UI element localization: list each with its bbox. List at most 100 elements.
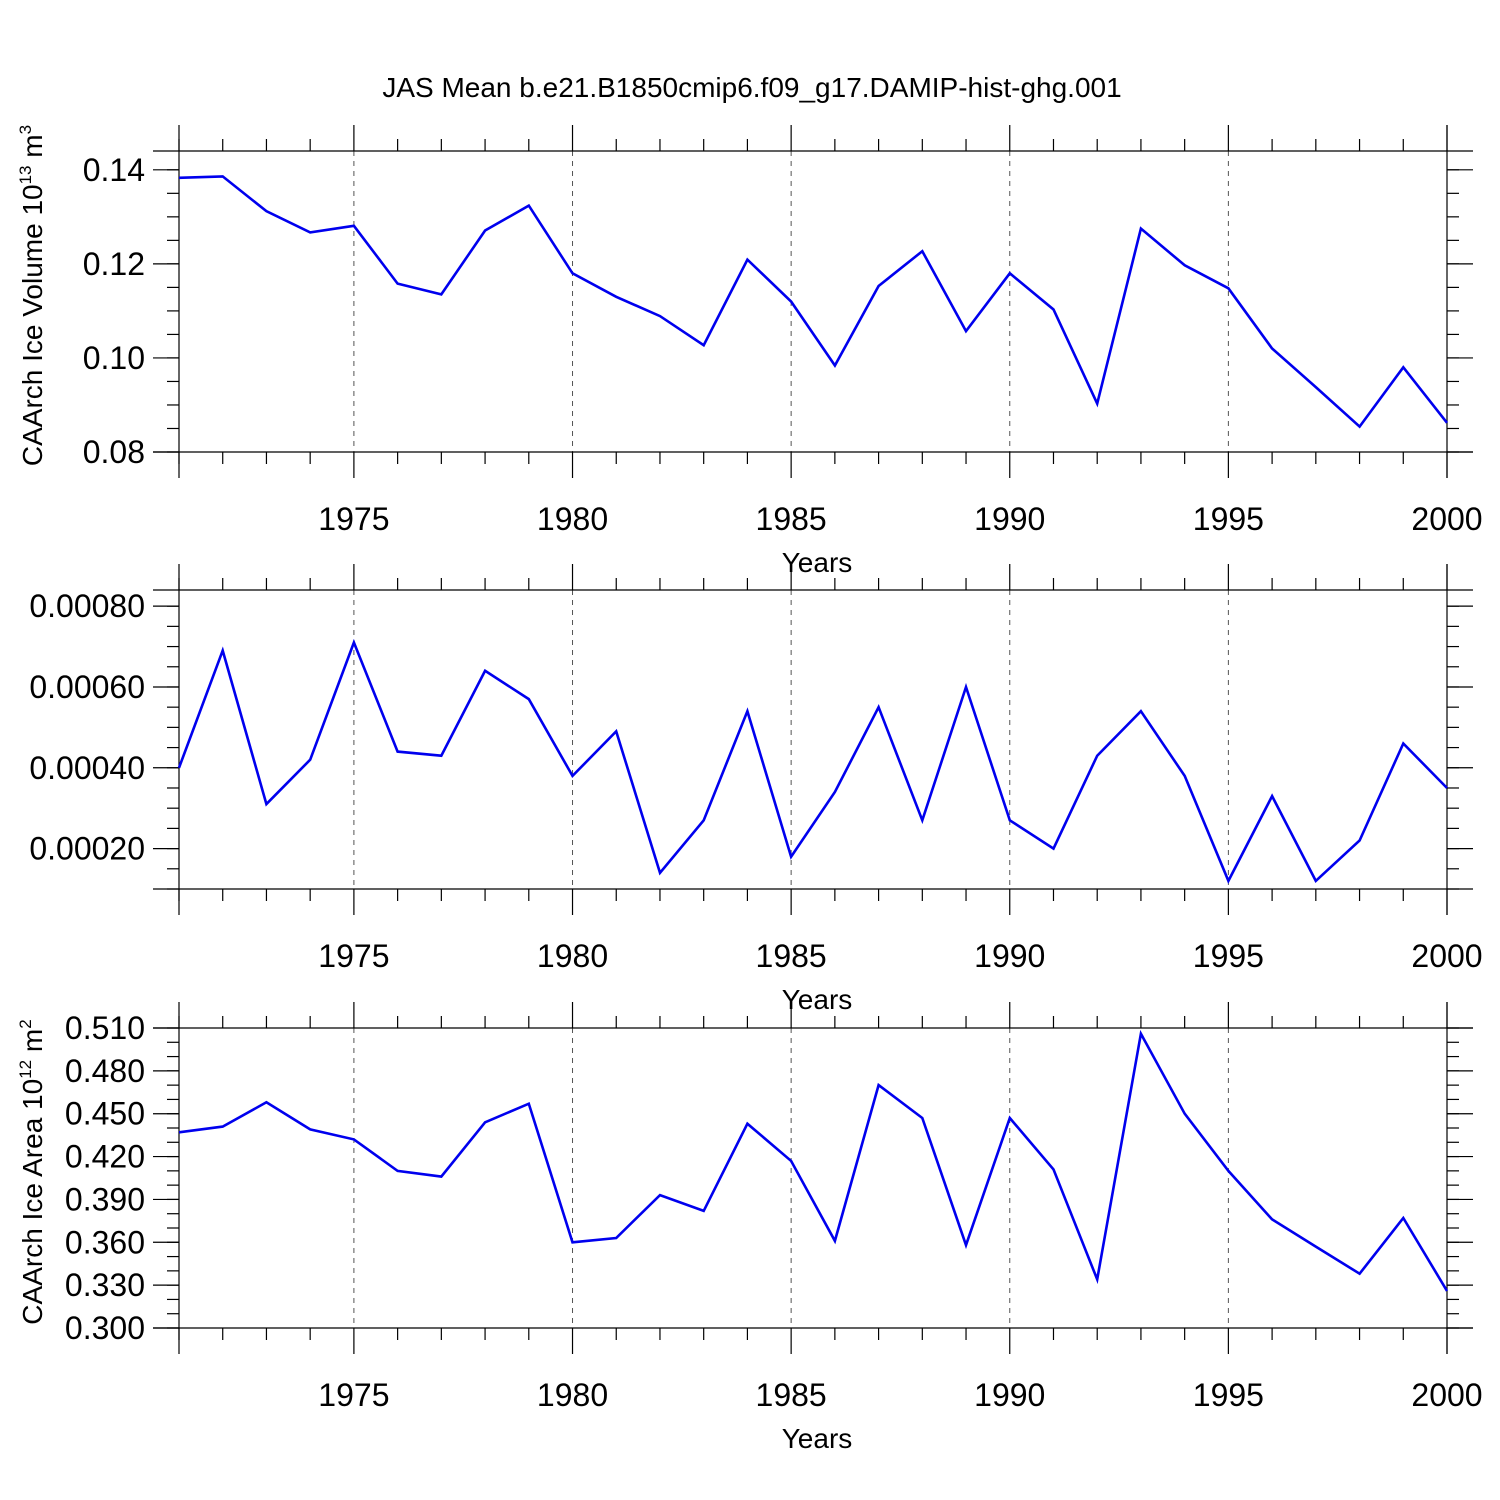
data-point (1051, 847, 1055, 851)
panel-ice-volume: 0.08 0.10 0.12 0.14 1975 1980 1985 1990 1995 2000… (16, 125, 1483, 578)
data-point (221, 649, 225, 653)
data-point (527, 1102, 531, 1106)
y-tick-label: 0.420 (65, 1139, 145, 1175)
data-point (1314, 879, 1318, 883)
data-point (1051, 1167, 1055, 1171)
data-point (1314, 1245, 1318, 1249)
data-point (1270, 1217, 1274, 1221)
data-point (789, 300, 793, 304)
data-point (1445, 421, 1449, 425)
x-tick-label: 1995 (1193, 501, 1264, 537)
data-point (1358, 425, 1362, 429)
x-tick-label: 2000 (1411, 1377, 1482, 1413)
x-tick-label: 1990 (974, 938, 1045, 974)
data-point (177, 176, 181, 180)
data-point (1095, 1277, 1099, 1281)
y-tick-label: 0.10 (83, 340, 145, 376)
data-point (483, 228, 487, 232)
data-point (1270, 347, 1274, 351)
x-tick-label: 1975 (318, 938, 389, 974)
data-point (1008, 1116, 1012, 1120)
data-point (1051, 307, 1055, 311)
data-point (1445, 1289, 1449, 1293)
y-tick-label: 0.00080 (29, 588, 145, 624)
data-point (833, 790, 837, 794)
data-point (833, 363, 837, 367)
y-tick-label: 0.450 (65, 1096, 145, 1132)
y-axis-title: CAArch Ice Area 1012 m2 (16, 1019, 48, 1324)
data-point (789, 1159, 793, 1163)
data-point (264, 1100, 268, 1104)
data-point (1226, 1169, 1230, 1173)
data-point (614, 295, 618, 299)
data-point (1358, 839, 1362, 843)
x-axis-title: Years (782, 547, 853, 578)
data-point (745, 258, 749, 262)
data-point (658, 871, 662, 875)
data-point (833, 1239, 837, 1243)
y-tick-label: 0.00040 (29, 750, 145, 786)
data-point (1401, 742, 1405, 746)
data-point (920, 1116, 924, 1120)
x-tick-label: 1985 (756, 938, 827, 974)
data-point (877, 284, 881, 288)
data-point (920, 818, 924, 822)
x-tick-label: 2000 (1411, 938, 1482, 974)
data-point (789, 855, 793, 859)
x-tick-label: 1990 (974, 1377, 1045, 1413)
x-tick-label: 2000 (1411, 501, 1482, 537)
data-point (396, 1169, 400, 1173)
x-tick-label: 1975 (318, 1377, 389, 1413)
x-tick-label: 1985 (756, 1377, 827, 1413)
data-point (221, 174, 225, 178)
y-tick-label: 0.480 (65, 1053, 145, 1089)
y-tick-label: 0.00060 (29, 669, 145, 705)
x-tick-label: 1995 (1193, 938, 1264, 974)
data-point (1183, 774, 1187, 778)
data-point (483, 1120, 487, 1124)
data-point (1139, 1032, 1143, 1036)
data-point (702, 1209, 706, 1213)
x-tick-label: 1990 (974, 501, 1045, 537)
x-tick-label: 1980 (537, 501, 608, 537)
data-point (658, 314, 662, 318)
data-point (1139, 709, 1143, 713)
data-point (702, 818, 706, 822)
y-axis-title: CAArch Ice Volume 1013 m3 (16, 125, 48, 466)
y-tick-label: 0.330 (65, 1267, 145, 1303)
x-tick-label: 1975 (318, 501, 389, 537)
y-tick-label: 0.12 (83, 246, 145, 282)
data-point (352, 224, 356, 228)
data-point (571, 774, 575, 778)
data-point (1183, 263, 1187, 267)
series-line-ice-area (178, 1029, 1449, 1292)
data-point (614, 729, 618, 733)
data-point (308, 1127, 312, 1131)
data-point (745, 1122, 749, 1126)
data-point (439, 754, 443, 758)
data-point (1401, 1216, 1405, 1220)
data-point (308, 230, 312, 234)
chart-title: JAS Mean b.e21.B1850cmip6.f09_g17.DAMIP-… (382, 72, 1121, 103)
data-point (920, 249, 924, 253)
data-point (1358, 1272, 1362, 1276)
data-point (527, 204, 531, 208)
data-point (1445, 786, 1449, 790)
series-line-ice-volume (178, 175, 1449, 429)
y-tick-label: 0.08 (83, 434, 145, 470)
data-point (177, 1130, 181, 1134)
data-point (571, 271, 575, 275)
y-tick-label: 0.00020 (29, 831, 145, 867)
data-point (1095, 754, 1099, 758)
data-point (1314, 385, 1318, 389)
y-tick-label: 0.390 (65, 1181, 145, 1217)
data-point (221, 1125, 225, 1129)
data-point (614, 1236, 618, 1240)
data-point (352, 641, 356, 645)
y-tick-label: 0.360 (65, 1224, 145, 1260)
data-point (1008, 818, 1012, 822)
data-point (396, 750, 400, 754)
data-point (483, 669, 487, 673)
y-tick-label: 0.14 (83, 152, 145, 188)
data-point (308, 758, 312, 762)
